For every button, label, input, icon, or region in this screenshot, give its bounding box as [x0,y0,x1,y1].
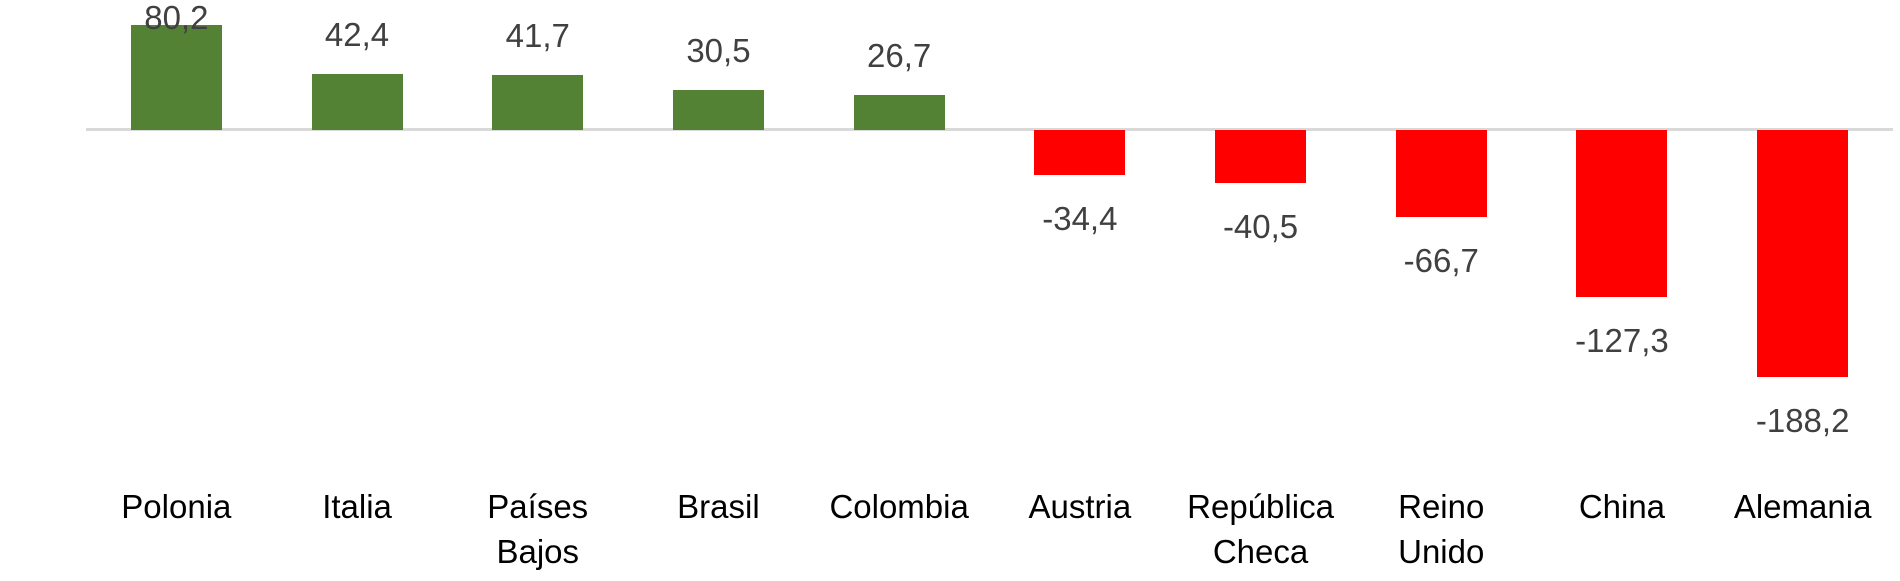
bar-positive [311,74,403,130]
category-label: Brasil [677,488,760,525]
bar-value-label: 30,5 [686,32,751,70]
category-label: Italia [322,488,392,525]
x-axis-line [86,128,1893,131]
category-label: China [1578,488,1666,525]
category-label: Reino Unido [1398,488,1485,570]
bar-value-label: -34,4 [1042,200,1118,238]
bar-negative [1395,130,1487,218]
category-label: Colombia [829,488,969,525]
bar-positive [492,75,584,130]
bar-negative [1757,130,1849,377]
bar-value-label: 41,7 [505,17,570,55]
bar-negative [1215,130,1307,184]
bar-positive [672,90,764,130]
bar-value-label: -127,3 [1575,321,1669,359]
bar-positive [130,24,222,130]
category-label: Alemania [1733,488,1872,525]
bar-value-label: 80,2 [144,0,209,36]
category-label: Países Bajos [487,488,589,570]
category-label: Polonia [121,488,232,525]
bar-negative [1576,130,1668,297]
bar-negative [1034,130,1126,176]
bar-value-label: -66,7 [1403,242,1479,280]
category-label: Austria [1028,488,1132,525]
category-label: República Checa [1187,488,1334,570]
bar-value-label: -188,2 [1755,401,1850,439]
bar-value-label: 42,4 [324,16,390,54]
bar-value-label: -40,5 [1222,208,1299,246]
bar-positive [853,95,945,130]
bar-value-label: 26,7 [867,37,932,75]
